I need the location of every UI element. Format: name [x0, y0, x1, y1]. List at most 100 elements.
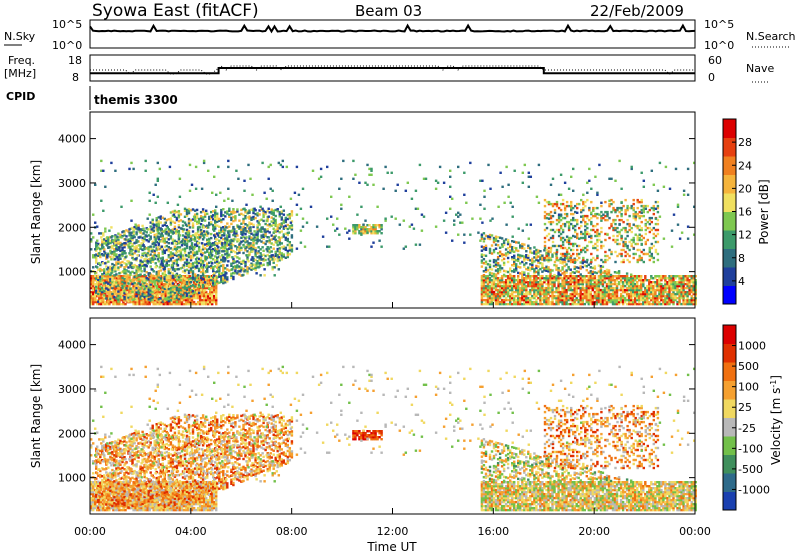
- power-cell: [257, 250, 260, 253]
- power-cell: [149, 235, 152, 238]
- power-cell: [256, 240, 259, 243]
- power-cell: [290, 244, 294, 247]
- power-cell: [212, 248, 215, 251]
- power-cell: [177, 242, 181, 245]
- power-cell: [90, 248, 93, 251]
- power-cell: [111, 284, 114, 288]
- power-cell: [557, 220, 561, 224]
- power-cell: [125, 279, 128, 282]
- power-cell: [171, 238, 175, 241]
- power-cell: [549, 272, 552, 276]
- power-cell: [527, 275, 530, 278]
- power-cell: [129, 297, 132, 300]
- power-cell: [129, 295, 132, 298]
- power-cell: [571, 271, 574, 274]
- power-cell: [621, 288, 625, 292]
- power-cell: [124, 270, 127, 273]
- power-cell: [186, 298, 190, 302]
- power-cell: [250, 268, 253, 271]
- power-cell: [638, 279, 641, 282]
- power-cell: [117, 276, 120, 279]
- power-cell: [103, 290, 106, 293]
- power-cell: [519, 279, 522, 282]
- power-cell: [149, 225, 152, 228]
- power-cell: [290, 224, 294, 227]
- power-cell: [358, 224, 361, 227]
- power-cell: [273, 266, 276, 269]
- power-cell: [632, 292, 635, 296]
- date-title: 22/Feb/2009: [590, 2, 684, 20]
- power-cell: [139, 247, 142, 250]
- power-cell: [288, 243, 292, 246]
- power-cell: [103, 238, 106, 241]
- power-cell: [222, 263, 225, 267]
- power-cell: [565, 277, 568, 280]
- power-cell: [228, 243, 231, 246]
- power-cell: [263, 228, 266, 231]
- power-cell: [171, 232, 175, 235]
- power-cell: [509, 245, 512, 248]
- power-cell: [208, 237, 211, 241]
- power-cell: [149, 287, 152, 290]
- power-cell: [597, 275, 601, 278]
- power-cell: [515, 290, 518, 294]
- power-cell: [632, 275, 635, 278]
- power-cell: [197, 233, 201, 237]
- power-cell: [234, 269, 237, 272]
- power-cell: [163, 217, 167, 221]
- power-cell: [97, 290, 100, 293]
- power-cell: [268, 251, 271, 254]
- power-cell: [201, 208, 205, 211]
- power-cell: [140, 302, 143, 306]
- power-cell: [551, 220, 555, 224]
- power-cell: [569, 284, 572, 288]
- power-cell: [232, 209, 235, 213]
- power-cell: [585, 298, 589, 302]
- power-cell: [216, 248, 219, 251]
- power-cell: [541, 275, 544, 278]
- power-cell: [194, 282, 198, 286]
- power-cell: [215, 286, 218, 290]
- power-cell: [515, 284, 518, 288]
- power-cell: [500, 255, 504, 258]
- power-cell: [208, 287, 211, 290]
- power-cell: [141, 252, 144, 255]
- power-cell: [107, 266, 110, 269]
- power-cell: [256, 230, 259, 233]
- power-cell: [555, 256, 559, 260]
- power-cell: [180, 300, 184, 304]
- power-cell: [197, 247, 201, 251]
- power-cell: [185, 268, 189, 271]
- power-cell: [276, 225, 279, 229]
- power-cell: [537, 259, 540, 262]
- power-cell: [202, 296, 206, 300]
- power-cell: [125, 263, 128, 266]
- power-cell: [589, 282, 593, 286]
- power-cell: [141, 254, 144, 257]
- power-cell: [112, 300, 115, 304]
- power-cell: [559, 259, 562, 262]
- power-cell: [232, 211, 235, 215]
- power-cell: [577, 302, 580, 306]
- power-cell: [547, 246, 551, 250]
- power-cell: [591, 300, 595, 304]
- power-cell: [547, 281, 550, 284]
- power-cell: [250, 236, 253, 239]
- power-cell: [500, 281, 504, 284]
- power-cell: [549, 202, 553, 206]
- power-cell: [638, 292, 641, 296]
- power-cell: [549, 275, 552, 278]
- power-cell: [599, 282, 603, 286]
- power-cell: [187, 271, 191, 275]
- power-cell: [191, 234, 195, 237]
- power-cell: [533, 286, 536, 290]
- power-cell: [515, 263, 518, 266]
- power-cell: [579, 300, 582, 304]
- power-cell: [496, 277, 500, 280]
- power-cell: [198, 294, 202, 298]
- power-cell: [480, 255, 484, 258]
- power-cell: [535, 277, 538, 280]
- power-cell: [692, 286, 695, 290]
- power-cell: [583, 296, 587, 300]
- power-cell: [666, 290, 669, 294]
